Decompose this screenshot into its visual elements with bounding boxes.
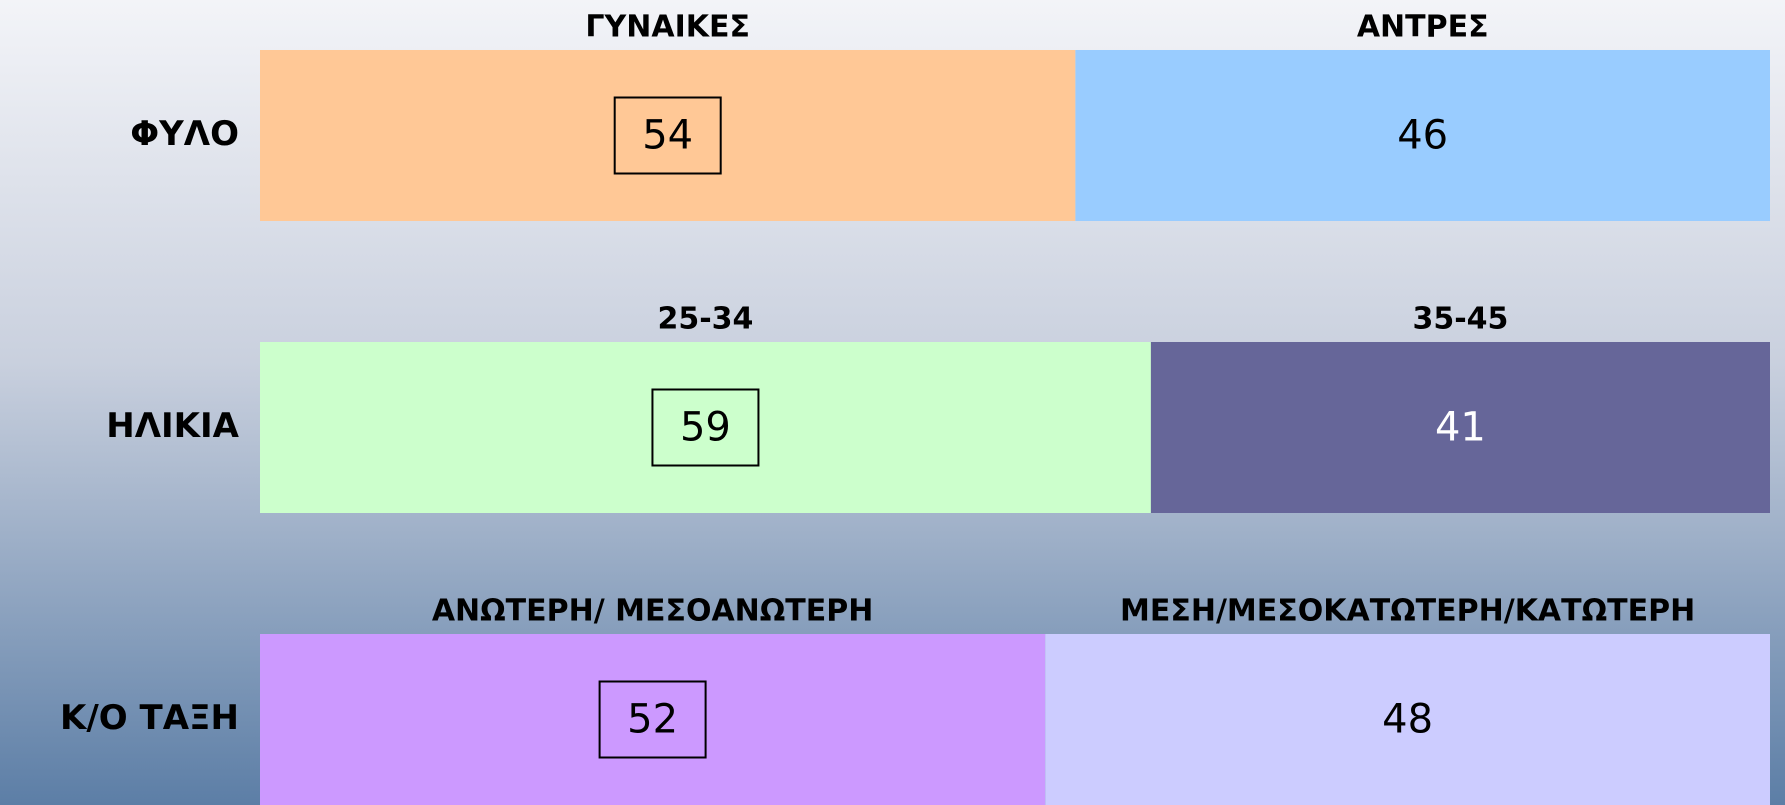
value-box xyxy=(651,388,760,467)
value-box xyxy=(613,96,722,175)
legend-label: 25-34 xyxy=(657,302,753,337)
value-label: 52 xyxy=(627,697,678,743)
value-label: 54 xyxy=(642,113,693,159)
value-label: 46 xyxy=(1397,113,1448,159)
row-label: Κ/Ο ΤΑΞΗ xyxy=(60,698,239,738)
bar-segment xyxy=(260,50,1076,221)
legend-label: ΓΥΝΑΙΚΕΣ xyxy=(585,10,750,45)
value-box xyxy=(598,680,707,759)
bar-segment xyxy=(1045,634,1770,805)
value-label: 41 xyxy=(1435,405,1486,451)
bar-segment xyxy=(1150,342,1770,513)
row-label: ΗΛΙΚΙΑ xyxy=(106,406,239,446)
legend-label: ΑΝΩΤΕΡΗ/ ΜΕΣΟΑΝΩΤΕΡΗ xyxy=(432,594,874,629)
row-label: ΦΥΛΟ xyxy=(130,114,239,154)
bar-segment xyxy=(260,342,1151,513)
bar-segment xyxy=(260,634,1046,805)
value-label: 59 xyxy=(680,405,731,451)
value-label: 48 xyxy=(1382,697,1433,743)
bar-segment xyxy=(1075,50,1770,221)
legend-label: ΑΝΤΡΕΣ xyxy=(1357,10,1489,45)
legend-label: ΜΕΣΗ/ΜΕΣΟΚΑΤΩΤΕΡΗ/ΚΑΤΩΤΕΡΗ xyxy=(1120,594,1695,629)
legend-label: 35-45 xyxy=(1412,302,1508,337)
